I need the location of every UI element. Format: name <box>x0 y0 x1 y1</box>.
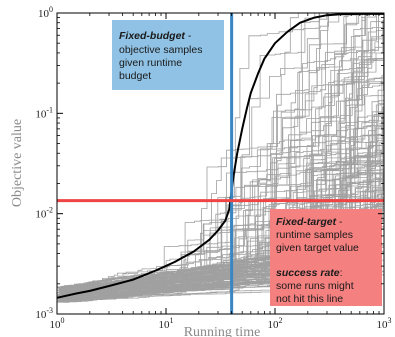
success-rate-line-2: not hit this line <box>276 293 343 305</box>
fixed-budget-box <box>112 20 224 90</box>
y-tick-label: 10-3 <box>35 306 53 321</box>
y-tick-label: 100 <box>38 5 53 20</box>
run-trace <box>57 12 384 294</box>
x-tick-label: 102 <box>268 316 283 331</box>
fixed-budget-title: Fixed-budget <box>119 30 185 42</box>
run-trace <box>60 163 384 289</box>
run-trace <box>57 180 384 303</box>
fixed-budget-line-1: objective samples <box>119 44 202 56</box>
y-tick-label: 10-1 <box>35 105 53 120</box>
success-rate-title: success rate <box>276 267 340 279</box>
x-tick-label: 103 <box>377 316 392 331</box>
fixed-target-box <box>270 209 382 306</box>
run-trace <box>60 12 384 294</box>
run-trace <box>60 12 384 287</box>
x-tick-labels: 100 101 102 103 <box>50 316 392 331</box>
fixed-target-title: Fixed-target <box>276 216 337 228</box>
fixed-budget-annotation: Fixed-budget - objective samples given r… <box>112 20 224 90</box>
fixed-target-line-1: runtime samples <box>276 229 353 241</box>
fixed-budget-heading: Fixed-budget - <box>119 30 192 42</box>
fixed-target-line-2: given target value <box>276 242 359 254</box>
x-axis-label: Running time <box>184 325 261 337</box>
fixed-target-annotation: Fixed-target - runtime samples given tar… <box>270 209 382 306</box>
x-tick-label: 100 <box>50 316 65 331</box>
y-axis-label: Objective value <box>10 119 25 207</box>
run-trace <box>60 27 384 289</box>
fixed-target-heading: Fixed-target - <box>276 216 343 228</box>
success-rate-colon: : <box>340 267 343 279</box>
fixed-budget-dash: - <box>185 30 192 42</box>
plot-border <box>56 12 385 315</box>
success-rate-heading: success rate: <box>276 267 343 279</box>
y-tick-labels: 10-3 10-2 10-1 100 <box>35 5 53 321</box>
x-tick-label: 101 <box>159 316 174 331</box>
median-run-line <box>56 12 384 299</box>
fixed-budget-line-2: given runtime <box>119 57 182 69</box>
plot-frame <box>56 12 385 315</box>
median-run <box>56 12 384 299</box>
success-rate-line-1: some runs might <box>276 280 354 292</box>
fixed-target-dash: - <box>336 216 343 228</box>
y-tick-label: 10-2 <box>35 206 53 221</box>
fixed-budget-line-3: budget <box>119 70 151 82</box>
